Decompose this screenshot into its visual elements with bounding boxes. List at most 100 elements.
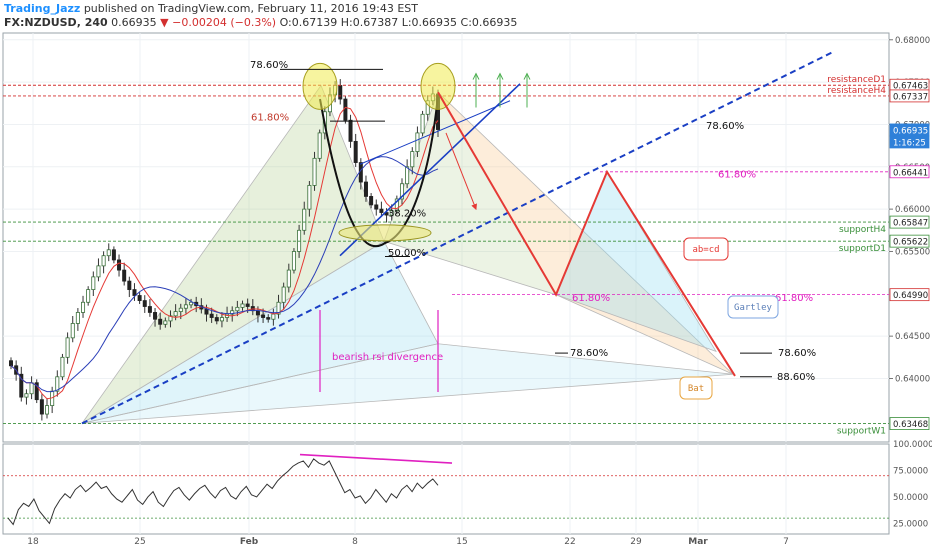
candle-body bbox=[353, 140, 358, 163]
projection-arrow bbox=[445, 132, 477, 211]
bat-label: Bat bbox=[688, 384, 704, 394]
x-tick-label: 25 bbox=[134, 537, 145, 547]
symbol-header: FX:NZDUSD, 240 0.66935 ▼ −0.00204 (−0.3%… bbox=[4, 16, 517, 29]
price-badge bbox=[889, 89, 930, 103]
candle-body bbox=[96, 265, 101, 278]
candle-body bbox=[307, 185, 312, 210]
candle-body bbox=[8, 360, 13, 367]
fib-label: 50.00% bbox=[388, 248, 426, 259]
up-arrow-head bbox=[496, 72, 504, 80]
x-tick-label: 22 bbox=[564, 537, 575, 547]
candle-body bbox=[291, 251, 296, 271]
candle-body bbox=[101, 255, 106, 267]
price-badge-text: 0.63468 bbox=[893, 420, 928, 430]
y-tick-label: 0.66000 bbox=[895, 205, 930, 215]
candle-body bbox=[24, 393, 29, 398]
candle-body bbox=[173, 311, 178, 317]
x-tick-label: 15 bbox=[456, 537, 467, 547]
candle-body bbox=[91, 276, 96, 290]
fib-label: 38.20% bbox=[388, 208, 426, 219]
candle-body bbox=[39, 399, 44, 415]
price-badge bbox=[889, 417, 930, 430]
x-tick-label: 18 bbox=[27, 537, 39, 547]
ma-fast-line bbox=[10, 106, 439, 400]
candle-body bbox=[343, 98, 348, 121]
author-link[interactable]: Trading_Jazz bbox=[4, 2, 81, 15]
candle-body bbox=[235, 306, 240, 312]
candle-body bbox=[399, 183, 404, 200]
candle-body bbox=[240, 303, 245, 308]
candle-body bbox=[374, 204, 379, 210]
y-tick-label: 0.68000 bbox=[895, 36, 930, 46]
candle-body bbox=[312, 157, 317, 186]
rsi-pane-border bbox=[2, 443, 890, 535]
level-label: supportW1 bbox=[837, 427, 886, 437]
candle-body bbox=[363, 181, 368, 197]
divergence-label: bearish rsi divergence bbox=[332, 352, 443, 363]
candle-body bbox=[281, 286, 286, 303]
candle-body bbox=[106, 249, 111, 257]
cup-curve bbox=[319, 94, 439, 248]
x-tick-label: Mar bbox=[688, 537, 708, 547]
price-badge-text: 0.64990 bbox=[893, 291, 928, 301]
ohlc-values: O:0.67139 H:0.67387 L:0.66935 C:0.66935 bbox=[279, 16, 518, 29]
fib-label: 88.60% bbox=[777, 372, 815, 383]
candle-body bbox=[405, 166, 410, 185]
fib-label: 61.80% bbox=[251, 113, 289, 124]
fib-label: 61.80% bbox=[572, 293, 610, 304]
fib-label: 78.60% bbox=[570, 348, 608, 359]
gartley-label: Gartley bbox=[734, 303, 773, 313]
price-badge bbox=[889, 215, 930, 229]
cup-bottom-highlight bbox=[338, 224, 432, 242]
candle-body bbox=[45, 405, 50, 415]
candle-body bbox=[379, 208, 384, 213]
level-label: resistanceH4 bbox=[827, 86, 886, 96]
rsi-tick-label: 100.0000 bbox=[893, 440, 932, 450]
price-badge-text: 0.66935 bbox=[893, 126, 928, 136]
x-tick-label: 29 bbox=[630, 537, 642, 547]
candle-body bbox=[163, 320, 168, 325]
ma-slow-line bbox=[10, 156, 439, 393]
candle-body bbox=[189, 301, 194, 306]
symbol-label: FX:NZDUSD, 240 bbox=[4, 16, 108, 29]
price-badge bbox=[889, 234, 930, 248]
fib-label: 61.80% bbox=[718, 169, 756, 180]
candle-body bbox=[338, 85, 343, 100]
candle-body bbox=[286, 269, 291, 288]
candle-body bbox=[276, 301, 281, 315]
price-badge-text: 0.65622 bbox=[893, 238, 928, 248]
price-badge-text: 1:16:25 bbox=[893, 138, 926, 148]
published-text: published on TradingView.com, February 1… bbox=[83, 2, 419, 15]
last-price: 0.66935 bbox=[111, 16, 157, 29]
price-badge bbox=[889, 288, 930, 302]
rsi-line bbox=[7, 458, 439, 526]
axes: 0.680000.675000.670000.665000.660000.655… bbox=[27, 36, 930, 547]
candle-body bbox=[142, 300, 147, 307]
candle-body bbox=[261, 314, 266, 318]
candle-body bbox=[348, 119, 353, 142]
price-badge-text: 0.65847 bbox=[893, 219, 928, 229]
bat-callout bbox=[679, 376, 713, 400]
rsi-tick-label: 50.0000 bbox=[893, 493, 928, 503]
x-tick-label: 7 bbox=[783, 537, 789, 547]
candle-body bbox=[19, 373, 24, 398]
x-tick-label: Feb bbox=[240, 537, 259, 547]
candle-body bbox=[410, 151, 415, 168]
price-badge-text: 0.67337 bbox=[893, 92, 928, 102]
peak-a-highlight bbox=[302, 62, 338, 110]
candle-body bbox=[209, 313, 214, 318]
fib-label: 78.60% bbox=[250, 60, 288, 71]
candle-body bbox=[369, 196, 374, 206]
up-arrow-head bbox=[472, 72, 480, 80]
fib-label: 78.60% bbox=[706, 121, 744, 132]
price-badge-text: 0.66441 bbox=[893, 168, 928, 178]
abcd-callout bbox=[683, 237, 729, 261]
up-arrow-head bbox=[523, 72, 531, 80]
candle-body bbox=[389, 210, 394, 216]
candle-body bbox=[75, 312, 80, 324]
price-badge bbox=[889, 135, 930, 149]
rsi-divergence-line bbox=[299, 453, 453, 464]
price-change: −0.00204 (−0.3%) bbox=[172, 16, 277, 29]
candle-body bbox=[70, 323, 75, 339]
